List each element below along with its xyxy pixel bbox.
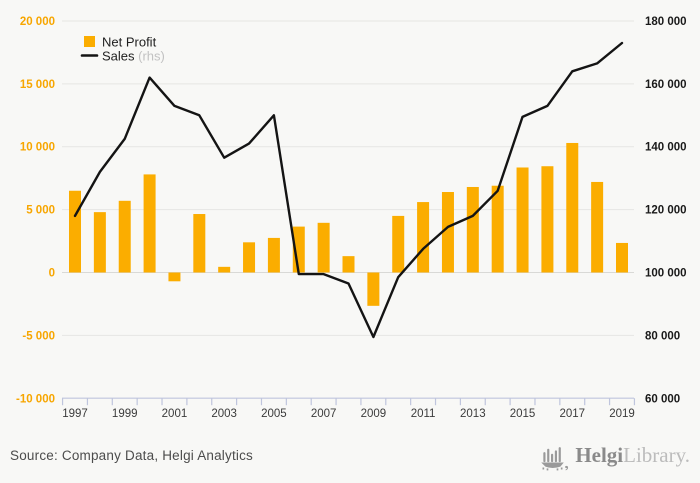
x-axis-label: 2015 [510, 408, 536, 420]
y-axis-label-left: 5 000 [26, 205, 55, 217]
logo-text-library: Library. [623, 442, 690, 467]
bar-2015 [516, 167, 529, 273]
y-axis-label-left: -10 000 [16, 393, 55, 405]
y-axis-label-left: 0 [49, 268, 55, 280]
bar-2017 [566, 142, 579, 273]
x-axis-label: 2011 [411, 408, 436, 420]
bar-2012 [441, 192, 454, 273]
bar-2002 [193, 214, 206, 273]
bar-2018 [591, 181, 604, 273]
bar-1998 [93, 212, 106, 273]
bar-2013 [466, 186, 479, 273]
bar-2003 [218, 266, 231, 273]
logo-text: HelgiLibrary. [575, 442, 690, 467]
y-axis-label-left: 10 000 [20, 142, 55, 154]
bar-2008 [342, 256, 355, 273]
y-axis-label-right: 60 000 [645, 393, 680, 405]
x-axis-label: 2009 [361, 408, 387, 420]
chart-footer: Source: Company Data, Helgi Analytics [0, 433, 700, 477]
y-axis-label-right: 100 000 [645, 268, 687, 280]
bar-2009 [367, 272, 380, 306]
bar-2007 [317, 222, 330, 273]
y-axis-label-left: 20 000 [20, 16, 55, 28]
y-axis-label-right: 120 000 [645, 205, 687, 217]
y-axis-label-left: 15 000 [20, 79, 55, 91]
bar-2016 [541, 166, 554, 273]
y-axis-label-left: -5 000 [22, 330, 55, 342]
y-axis-label-right: 180 000 [645, 16, 687, 28]
x-axis-label: 2007 [311, 408, 337, 420]
x-axis-label: 1997 [62, 408, 88, 420]
bar-2019 [616, 242, 628, 273]
y-axis-label-right: 160 000 [645, 79, 687, 91]
bar-2001 [168, 272, 181, 282]
x-axis-label: 2005 [261, 408, 287, 420]
logo-text-helgi: Helgi [575, 442, 624, 467]
x-axis-label: 1999 [112, 408, 138, 420]
legend-sales-label: Sales (rhs) [102, 49, 165, 64]
bar-1997 [69, 190, 81, 273]
ship-icon [541, 446, 569, 470]
y-axis-label-right: 80 000 [645, 330, 680, 342]
helgi-library-logo: HelgiLibrary. [540, 440, 690, 471]
bar-2014 [491, 185, 504, 273]
net-profit-sales-chart: 20 000 15 000 10 000 5 000 0 -5 000 -10 000 180… [16, 16, 687, 420]
x-axis-label: 2017 [559, 408, 585, 420]
source-caption: Source: Company Data, Helgi Analytics [10, 447, 254, 463]
sales-line [73, 41, 624, 339]
legend-net-profit-swatch [84, 36, 95, 47]
x-axis-label: 2013 [460, 408, 486, 420]
legend-net-profit-label: Net Profit [102, 35, 157, 50]
bar-2004 [243, 242, 256, 273]
x-axis-label: 2019 [609, 408, 635, 420]
bar-2011 [417, 202, 430, 273]
y-axis-label-right: 140 000 [645, 142, 687, 154]
bar-1999 [118, 200, 131, 273]
bar-2000 [143, 174, 156, 273]
x-axis-label: 2001 [162, 408, 188, 420]
bar-2010 [392, 215, 405, 273]
bar-2005 [267, 237, 280, 273]
x-axis-label: 2003 [211, 408, 237, 420]
